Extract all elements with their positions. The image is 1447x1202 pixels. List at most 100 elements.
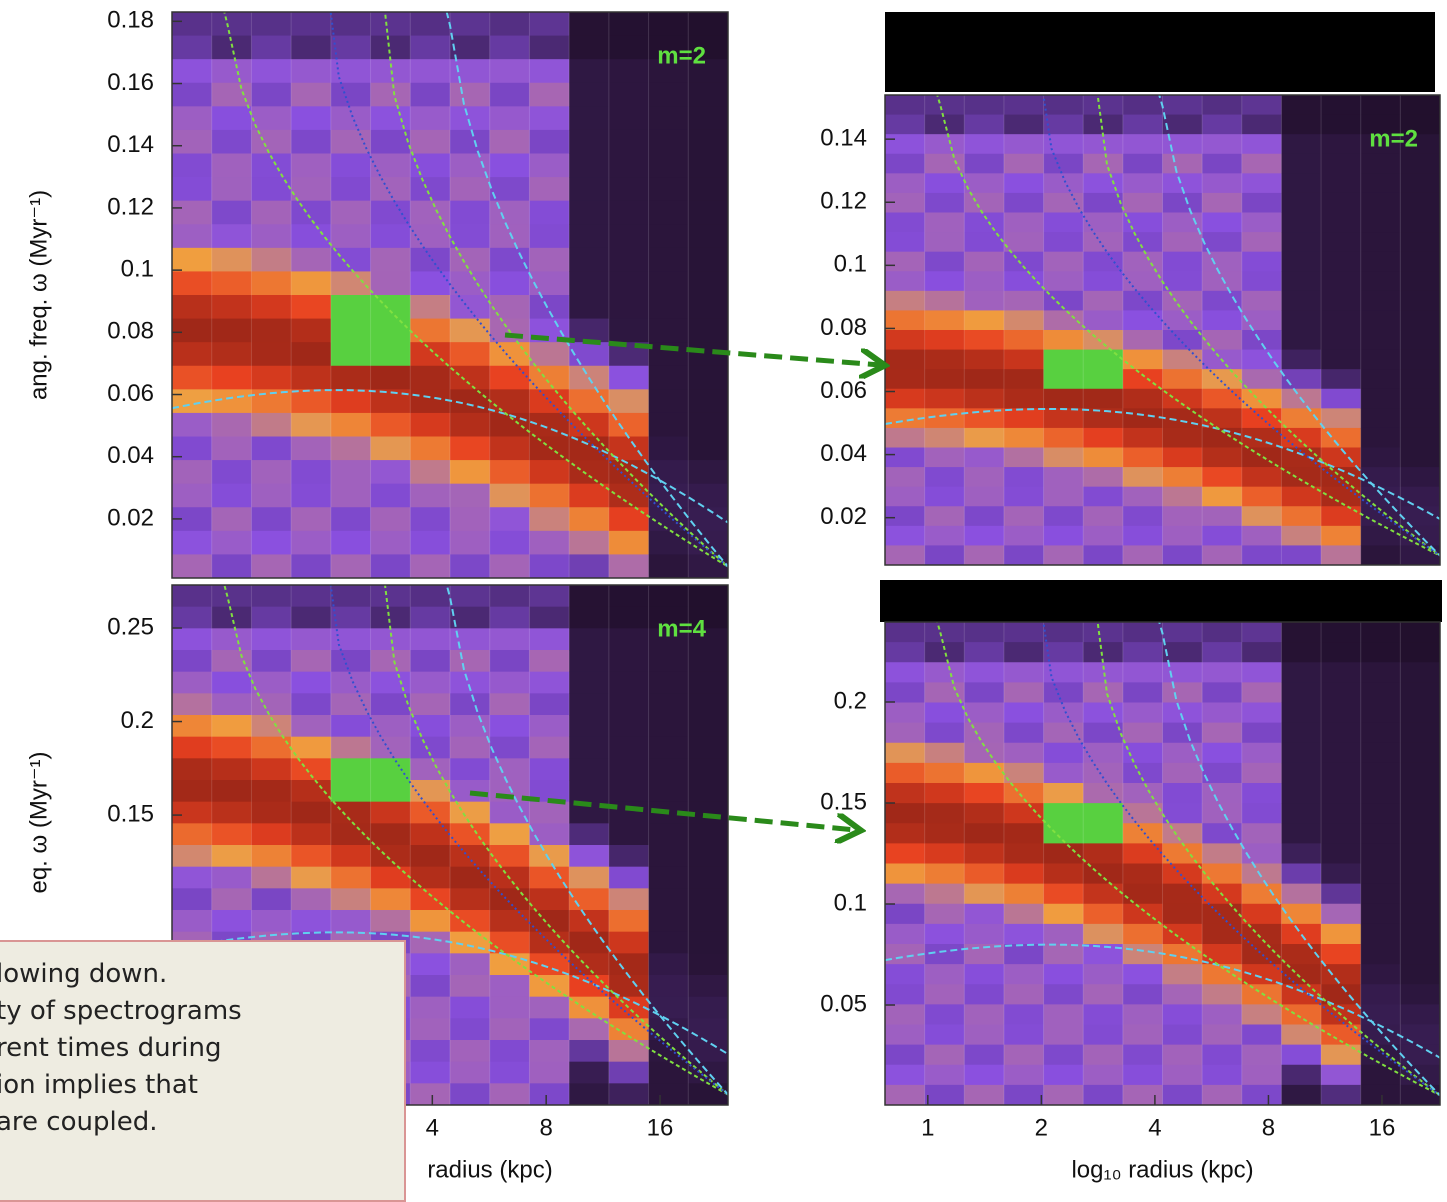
heatmap-cell [688, 628, 728, 651]
heatmap-cell [450, 342, 491, 367]
heatmap-cell [648, 780, 689, 803]
heatmap-cell [410, 224, 451, 249]
heatmap-cell [608, 59, 650, 84]
heatmap-cell [330, 365, 372, 390]
heatmap-cell [1281, 964, 1322, 985]
heatmap-cell [688, 106, 728, 131]
heatmap-cell [648, 153, 689, 178]
heatmap-cell [1400, 545, 1440, 565]
heatmap-cell [1321, 271, 1362, 292]
heatmap-cell [1241, 251, 1282, 272]
heatmap-cell [1122, 310, 1163, 331]
heatmap-cell [529, 996, 570, 1019]
heatmap-cell [1321, 642, 1362, 663]
heatmap-cell [1043, 95, 1084, 116]
heatmap-cell [1241, 863, 1282, 885]
heatmap-cell [211, 606, 252, 629]
heatmap-cell [569, 153, 610, 178]
heatmap-cell [1162, 192, 1203, 213]
heatmap-cell [1360, 95, 1401, 116]
heatmap-cell [924, 95, 965, 116]
heatmap-cell [1083, 863, 1124, 885]
heatmap-cell [1162, 944, 1203, 965]
y-axis-label: ang. freq. ω (Myr⁻¹) [25, 190, 52, 400]
heatmap-cell [1400, 349, 1440, 370]
heatmap-cell [1241, 134, 1282, 155]
heatmap-cell [211, 530, 252, 555]
heatmap-cell [1043, 545, 1084, 565]
model-curve [1158, 95, 1440, 557]
heatmap-cell [924, 742, 965, 764]
heatmap-cell [1043, 271, 1084, 292]
heatmap-cell [648, 436, 689, 461]
heatmap-cell [410, 365, 451, 390]
heatmap-cell [1162, 863, 1203, 885]
heatmap-cell [1241, 762, 1282, 784]
heatmap-cell [450, 224, 491, 249]
heatmap-cell [529, 177, 570, 202]
heatmap-cell [450, 736, 491, 759]
heatmap-cell [1400, 823, 1440, 844]
heatmap-cell [1083, 525, 1124, 546]
heatmap-cell [688, 177, 728, 202]
heatmap-cell [608, 530, 650, 555]
heatmap-cell [1202, 783, 1243, 804]
heatmap-cell [1281, 863, 1322, 885]
heatmap-cell [1281, 251, 1322, 272]
heatmap-cell [1321, 408, 1362, 429]
heatmap-cell [1321, 388, 1362, 409]
y-tick-label: 0.2 [121, 707, 154, 734]
heatmap-cell [330, 106, 372, 131]
heatmap-cell [924, 212, 965, 233]
heatmap-cell [1202, 863, 1243, 885]
heatmap-cell [172, 412, 213, 437]
heatmap-cell [608, 953, 650, 976]
heatmap-cell [924, 923, 965, 945]
heatmap-cell [1400, 212, 1440, 233]
heatmap-cell [1162, 153, 1203, 174]
heatmap-cell [330, 801, 372, 824]
heatmap-cell [608, 389, 650, 414]
heatmap-cell [1281, 722, 1322, 744]
heatmap-cell [291, 780, 332, 803]
heatmap-cell [1083, 388, 1124, 409]
heatmap-cell [1083, 427, 1124, 448]
heatmap-cell [410, 1083, 451, 1105]
heatmap-cell [1003, 271, 1045, 292]
heatmap-cell [370, 910, 411, 933]
heatmap-cell [1043, 984, 1084, 1005]
heatmap-cell [1202, 964, 1243, 985]
heatmap-cell [885, 1044, 926, 1066]
heatmap-cell [964, 863, 1005, 885]
heatmap-cell [211, 106, 252, 131]
heatmap-cell [648, 931, 689, 954]
heatmap-cell [885, 271, 926, 292]
heatmap-cell [370, 106, 411, 131]
heatmap-cell [529, 910, 570, 933]
heatmap-cell [569, 318, 610, 343]
heatmap-cell [211, 59, 252, 84]
heatmap-cell [211, 866, 252, 889]
heatmap-cell [688, 606, 728, 629]
heatmap-cell [1043, 964, 1084, 985]
heatmap-cell [450, 35, 491, 60]
heatmap-cell [330, 715, 372, 738]
heatmap-cell [1241, 349, 1282, 370]
x-tick-label: 8 [539, 1114, 552, 1141]
heatmap-cell [924, 622, 965, 643]
heatmap-cell [1162, 1064, 1203, 1086]
heatmap-cell [291, 59, 332, 84]
model-curve [936, 95, 1440, 557]
heatmap-cell [964, 114, 1005, 135]
heatmap-cell [885, 903, 926, 925]
heatmap-cell [1122, 964, 1163, 985]
heatmap-cell [211, 483, 252, 508]
heatmap-cell [211, 247, 252, 272]
heatmap-cell [1321, 682, 1362, 703]
heatmap-cell [330, 342, 372, 367]
heatmap-cell [608, 1040, 650, 1063]
heatmap-cell [489, 530, 530, 555]
heatmap-cell [924, 310, 965, 331]
heatmap-cell [924, 369, 965, 390]
heatmap-cell [251, 200, 292, 225]
